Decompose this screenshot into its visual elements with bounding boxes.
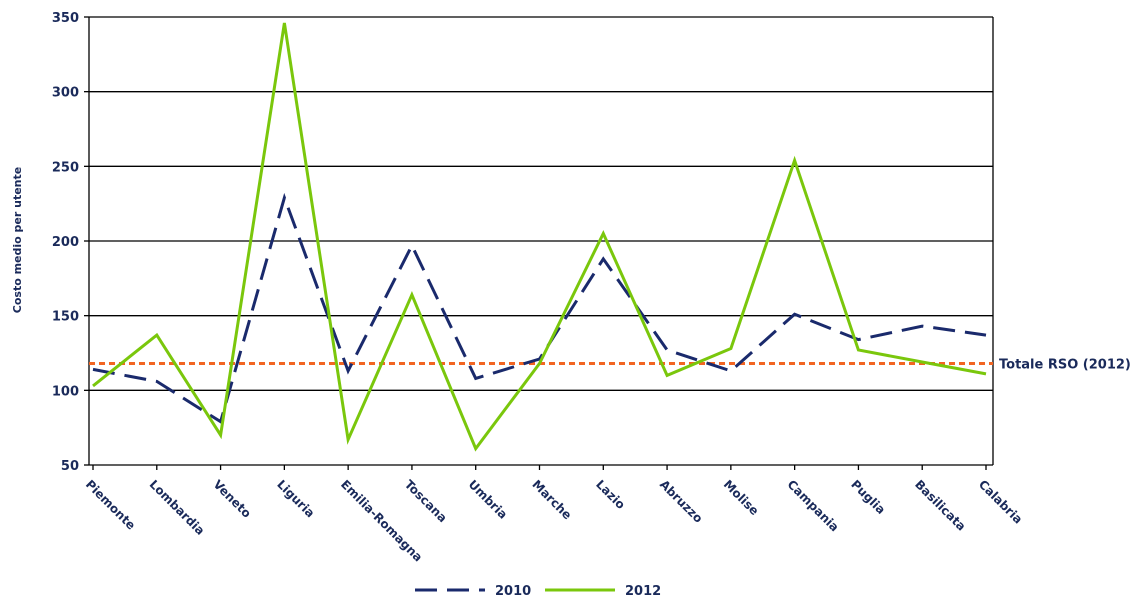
axes: [88, 17, 994, 470]
series-lines: [92, 22, 987, 452]
x-tick-labels: Piemonte Lombardia Veneto Liguria Emilia-Rom…: [83, 477, 1025, 564]
series-line-2010: [92, 192, 987, 425]
series-line-2012: [92, 22, 987, 452]
x-tick-label: Piemonte: [83, 477, 138, 532]
x-tick-label: Abruzzo: [657, 477, 705, 525]
y-tick-label: 200: [52, 235, 79, 250]
y-tick-label: 50: [61, 459, 79, 474]
x-tick-label: Liguria: [274, 477, 317, 520]
x-tick-label: Toscana: [402, 477, 450, 525]
x-tick-label: Lazio: [593, 477, 628, 512]
grid-lines: [84, 16, 993, 466]
y-tick-label: 100: [52, 384, 79, 399]
legend: 2010 2012: [415, 584, 661, 599]
legend-label-2012: 2012: [625, 584, 661, 599]
y-tick-label: 150: [52, 310, 79, 325]
reference-line-label: Totale RSO (2012): [999, 357, 1131, 372]
x-tick-label: Campania: [785, 477, 842, 534]
x-tick-label: Basilicata: [912, 477, 968, 533]
x-tick-label: Veneto: [210, 477, 253, 520]
x-tick-label: Puglia: [848, 477, 888, 517]
reference-line: Totale RSO (2012): [89, 357, 1131, 372]
y-tick-label: 250: [52, 160, 79, 175]
x-tick-label: Molise: [721, 477, 762, 518]
y-tick-labels: 50 100 150 200 250 300 350: [52, 11, 79, 474]
x-tick-label: Umbria: [466, 477, 511, 522]
x-tick-label: Calabria: [976, 477, 1025, 526]
x-tick-label: Marche: [529, 477, 574, 522]
y-axis-label: Costo medio per utente: [11, 167, 24, 313]
y-tick-label: 350: [52, 11, 79, 26]
x-tick-label: Lombardia: [147, 477, 208, 538]
legend-label-2010: 2010: [495, 584, 531, 599]
y-tick-label: 300: [52, 86, 79, 101]
